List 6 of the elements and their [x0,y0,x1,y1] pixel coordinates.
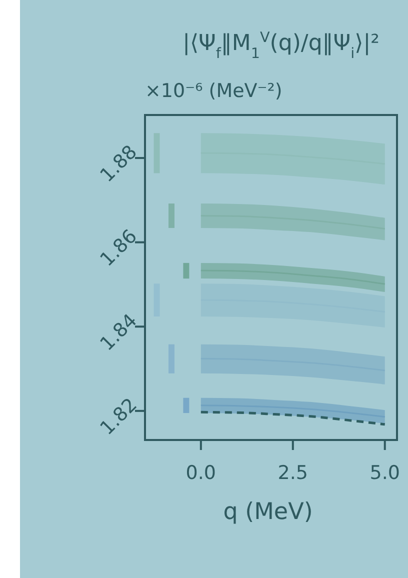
x-tick-label: 2.5 [278,462,308,484]
x-tick-label: 5.0 [370,462,400,484]
x-tick-label: 0.0 [186,462,216,484]
y-axis-title: ×10⁻⁶ (MeV⁻²) [145,80,282,102]
chart-title: |⟨Ψ$_{f}$‖M$_{1}$$^{V}$(q)/q‖Ψ$_{i}$⟩|² [182,30,380,62]
x-axis-title: q (MeV) [223,499,313,525]
